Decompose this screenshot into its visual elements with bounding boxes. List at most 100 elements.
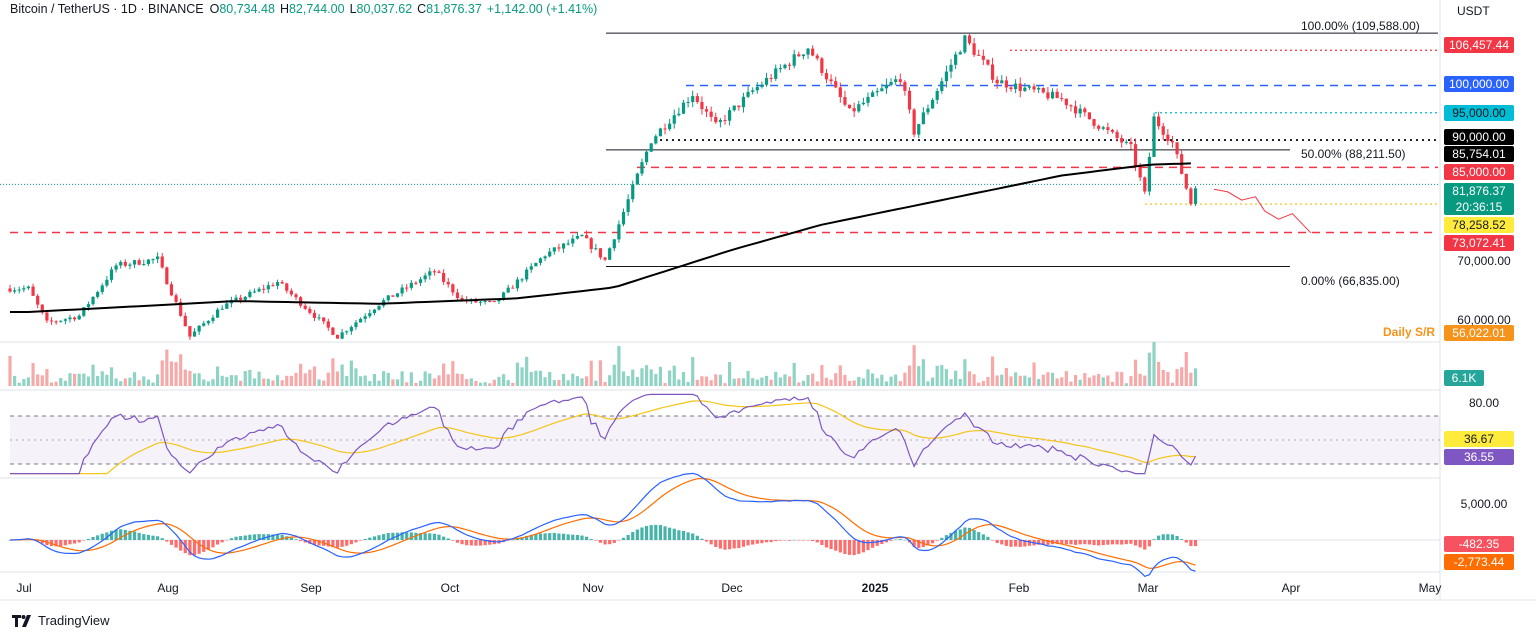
close-value: 81,876.37 (426, 2, 482, 16)
macd-hist-bar (834, 540, 838, 551)
macd-hist-bar (1124, 540, 1128, 545)
macd-hist-bar (1004, 540, 1008, 546)
candle-body (345, 331, 349, 333)
macd-hist-bar (538, 533, 543, 540)
macd-hist-bar (824, 540, 829, 548)
high-label: H (279, 2, 289, 16)
macd-hist-bar (575, 535, 579, 540)
ma200-line (10, 162, 1191, 313)
macd-hist-bar (243, 535, 247, 540)
volume-bar (395, 379, 400, 386)
macd-hist-bar (949, 532, 953, 540)
candle-body (843, 97, 847, 105)
candle-body (663, 128, 667, 130)
candle-body (954, 54, 958, 65)
candle-body (672, 115, 676, 124)
candle-body (257, 288, 261, 292)
candle-body (658, 128, 663, 137)
macd-hist-bar (723, 540, 727, 550)
macd-hist-bar (912, 540, 916, 547)
macd-hist-bar (718, 540, 722, 549)
candle-body (1143, 177, 1147, 192)
macd-hist-bar (741, 540, 746, 547)
macd-hist-bar (728, 540, 732, 550)
volume-bar (1009, 376, 1013, 386)
volume-bar (764, 375, 769, 386)
volume-bar (1124, 383, 1128, 386)
symbol-title[interactable]: Bitcoin / TetherUS · 1D · BINANCE (10, 2, 204, 16)
candle-body (930, 99, 935, 109)
scale-macd-5000: 5,000.00 (1460, 497, 1508, 511)
volume-bar (280, 380, 284, 386)
volume-bar (658, 366, 663, 386)
candle-body (215, 309, 220, 318)
volume-bar (8, 355, 12, 386)
volume-bar (1078, 379, 1082, 386)
macd-hist-bar (608, 540, 612, 545)
volume-bar (225, 377, 229, 386)
macd-hist-bar (1161, 534, 1165, 540)
candle-body (1092, 119, 1096, 126)
volume-bar (603, 382, 607, 386)
volume-bar (1087, 377, 1092, 386)
volume-bar (857, 376, 861, 386)
macd-hist-bar (418, 533, 423, 540)
macd-hist-bar (146, 534, 150, 540)
price-tag-85000: 85,000.00 (1444, 164, 1514, 180)
volume-bar (72, 373, 77, 386)
macd-hist-bar (783, 540, 787, 541)
macd-hist-bar (446, 538, 450, 540)
candle-body (963, 35, 967, 53)
volume-bar (215, 366, 220, 386)
volume-bar (575, 376, 579, 386)
candle-body (1023, 87, 1027, 91)
macd-hist-bar (566, 534, 570, 540)
macd-hist-bar (160, 538, 164, 540)
volume-bar (36, 374, 40, 386)
macd-hist-bar (1000, 540, 1004, 545)
volume-bar (520, 367, 524, 386)
volume-bar (917, 366, 921, 386)
candle-body (137, 260, 141, 265)
volume-bar (105, 374, 109, 386)
macd-hist-bar (40, 540, 44, 544)
candle-body (515, 279, 520, 289)
macd-hist-bar (86, 538, 91, 540)
candle-body (405, 287, 409, 289)
tradingview-logo[interactable]: TradingView (12, 613, 110, 628)
macd-hist-bar (1046, 540, 1050, 545)
candle-body (478, 301, 483, 303)
candle-body (54, 321, 58, 323)
volume-bar (22, 378, 26, 386)
volume-bar (838, 365, 842, 386)
macd-hist-bar (672, 528, 676, 540)
macd-hist-bar (225, 540, 229, 541)
x-label-sep: Sep (300, 581, 322, 595)
candle-body (442, 272, 446, 282)
candle-body (446, 281, 450, 285)
macd-hist-bar (165, 540, 169, 542)
volume-bar (760, 377, 764, 386)
candle-body (275, 281, 280, 286)
volume-bar (894, 374, 898, 386)
candle-body (589, 238, 593, 249)
candle-body (815, 55, 819, 59)
macd-hist-bar (548, 533, 552, 540)
volume-bar (386, 372, 390, 386)
macd-hist-bar (700, 538, 704, 540)
volume-bar (912, 345, 916, 386)
candle-body (1097, 125, 1101, 129)
candle-body (248, 291, 252, 297)
candle-body (686, 101, 690, 103)
volume-bar (921, 359, 925, 386)
volume-bar (884, 381, 889, 386)
candle-body (617, 224, 621, 240)
candle-body (220, 308, 224, 310)
candle-body (460, 298, 464, 300)
volume-bar (737, 378, 741, 386)
macd-hist-bar (520, 537, 524, 540)
macd-hist-bar (1097, 540, 1101, 546)
volume-bar (86, 376, 91, 386)
macd-line (9, 472, 1196, 577)
